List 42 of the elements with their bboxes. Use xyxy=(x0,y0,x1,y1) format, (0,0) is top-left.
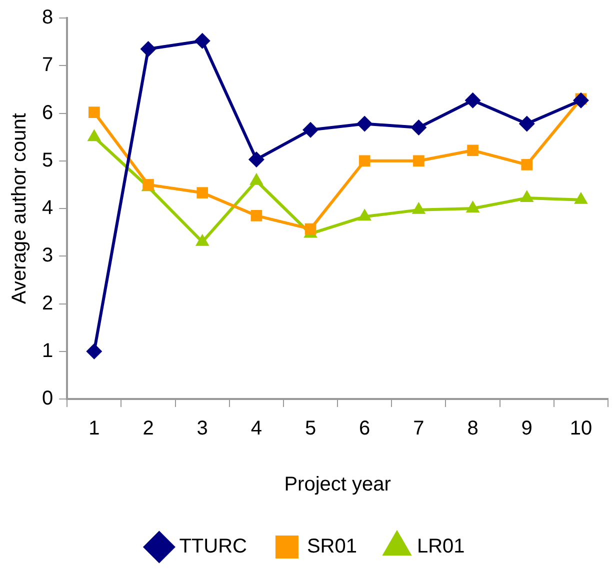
y-tick-label: 3 xyxy=(42,244,54,267)
y-tick-label: 2 xyxy=(42,292,54,314)
point xyxy=(467,144,478,156)
point xyxy=(86,343,102,360)
point xyxy=(410,120,427,136)
x-tick-label: 3 xyxy=(196,418,208,440)
y-tick-label: 7 xyxy=(42,54,54,76)
x-tick-label: 7 xyxy=(413,418,424,440)
point xyxy=(304,223,316,235)
y-tick-label: 0 xyxy=(42,388,54,410)
point xyxy=(521,159,533,170)
x-tick-label: 2 xyxy=(142,418,154,440)
point xyxy=(358,155,370,167)
y-tick-label: 6 xyxy=(42,102,54,124)
point xyxy=(572,92,589,108)
x-tick-label: 9 xyxy=(521,418,532,440)
x-tick-label: 10 xyxy=(570,418,592,440)
point xyxy=(356,116,373,132)
point xyxy=(196,187,208,198)
point xyxy=(250,210,262,222)
legend-label: TTURC xyxy=(179,536,247,558)
point xyxy=(88,106,100,118)
x-tick-label: 6 xyxy=(359,418,370,440)
point xyxy=(518,116,535,132)
point xyxy=(194,32,210,49)
x-tick-label: 5 xyxy=(304,418,316,440)
point xyxy=(464,92,481,108)
point xyxy=(248,151,264,168)
point xyxy=(140,40,156,57)
x-axis-title: Project year xyxy=(284,474,392,496)
y-tick-label: 5 xyxy=(42,149,54,172)
x-tick-label: 4 xyxy=(250,418,262,440)
legend-label: LR01 xyxy=(416,536,465,558)
y-tick-label: 8 xyxy=(42,6,54,29)
x-tick-label: 1 xyxy=(88,418,100,440)
legend-label: SR01 xyxy=(306,536,357,558)
point xyxy=(302,122,319,138)
y-axis-title: Average author count xyxy=(8,112,31,304)
x-tick-label: 8 xyxy=(467,418,478,440)
point xyxy=(413,155,424,167)
y-tick-label: 1 xyxy=(42,340,54,362)
y-tick-label: 4 xyxy=(42,197,54,220)
